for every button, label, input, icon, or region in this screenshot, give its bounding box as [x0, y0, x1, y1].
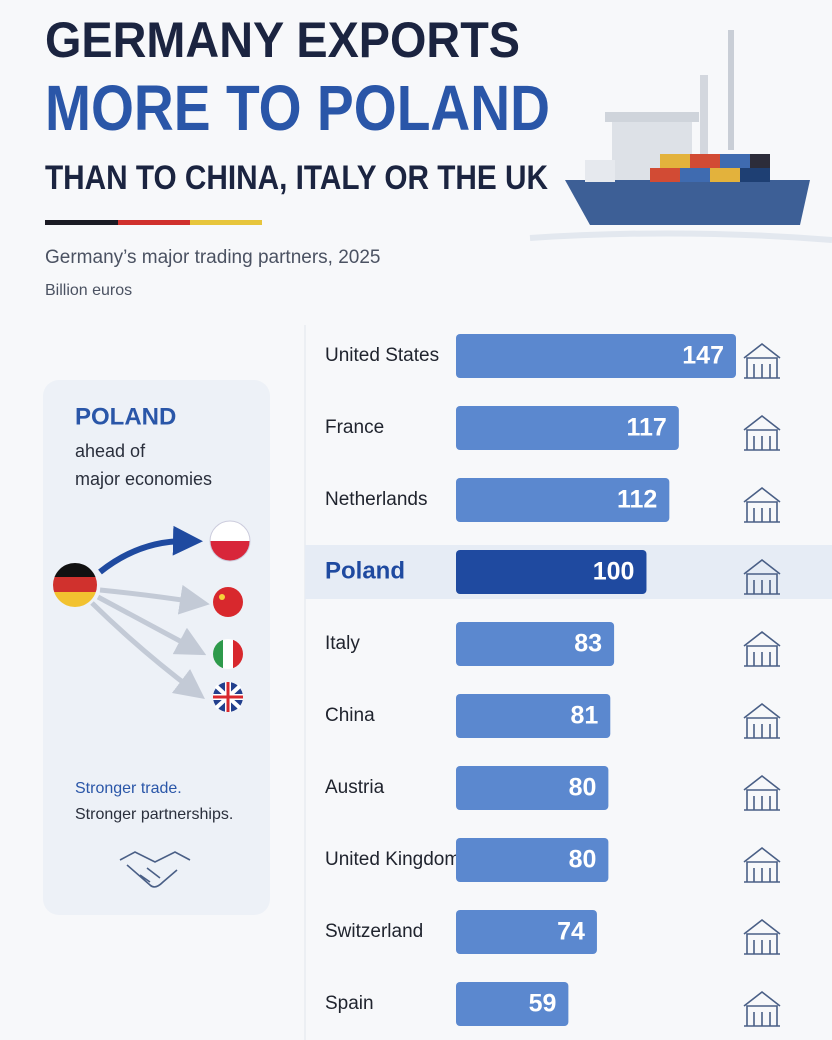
category-label: United Kingdom — [325, 849, 460, 870]
value-label: 81 — [570, 702, 598, 730]
panel-line: major economies — [75, 469, 212, 489]
bar — [456, 766, 609, 810]
value-label: 59 — [529, 990, 557, 1018]
side-panel — [43, 380, 270, 915]
title-line: GERMANY EXPORTS — [45, 12, 520, 68]
value-label: 80 — [569, 774, 597, 802]
category-label: France — [325, 417, 384, 438]
category-label: Poland — [325, 557, 405, 584]
category-label: Netherlands — [325, 489, 427, 510]
flag-stripe — [118, 220, 190, 225]
bar — [456, 478, 670, 522]
value-label: 100 — [593, 558, 635, 586]
subtitle: Germany’s major trading partners, 2025 — [45, 247, 380, 268]
category-label: Italy — [325, 633, 360, 654]
title-line: THAN TO CHINA, ITALY OR THE UK — [45, 159, 548, 197]
category-label: Switzerland — [325, 921, 423, 942]
bar — [456, 550, 647, 594]
bar — [456, 334, 736, 378]
category-label: Austria — [325, 777, 385, 798]
value-label: 117 — [627, 414, 667, 442]
value-label: 74 — [557, 918, 585, 946]
bar — [456, 622, 615, 666]
value-label: 112 — [617, 486, 657, 514]
title-line: MORE TO POLAND — [45, 72, 550, 144]
bar-rows: United States 147 France 117 Netherlands 112 P… — [305, 334, 832, 1027]
flow-diagram — [53, 520, 251, 712]
bar — [456, 910, 597, 954]
bar — [456, 838, 609, 882]
unit: Billion euros — [45, 282, 132, 299]
bar — [456, 982, 569, 1026]
value-label: 147 — [682, 342, 724, 370]
value-label: 80 — [569, 846, 597, 874]
category-label: Spain — [325, 993, 374, 1014]
category-label: China — [325, 705, 375, 726]
flag-stripe — [45, 220, 118, 225]
category-label: United States — [325, 345, 439, 366]
value-label: 83 — [574, 630, 602, 658]
handshake-icon — [119, 851, 191, 888]
panel-footer: Stronger trade. — [75, 780, 182, 797]
bar — [456, 406, 679, 450]
panel-heading: POLAND — [75, 403, 176, 430]
bar — [456, 694, 611, 738]
panel-line: ahead of — [75, 441, 146, 461]
flag-stripe — [190, 220, 262, 225]
ship-illustration — [529, 30, 832, 243]
panel-footer: Stronger partnerships. — [75, 806, 233, 823]
